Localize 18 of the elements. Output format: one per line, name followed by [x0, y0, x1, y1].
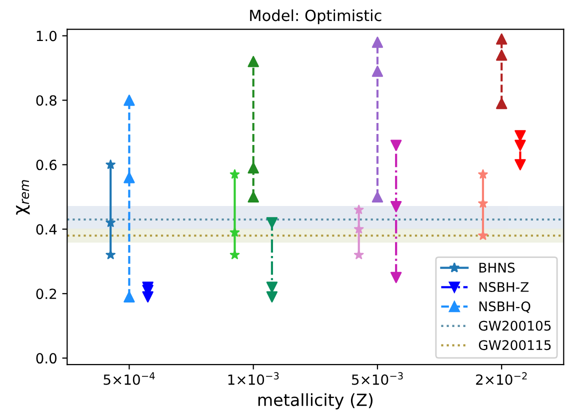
- y-axis-title: χ$_{rem}$: [16, 180, 30, 215]
- y-tick-label: 0.6: [36, 160, 57, 170]
- legend-label: NSBH-Z: [479, 282, 529, 292]
- x-tick-label: 1×10$^{−3}$: [228, 372, 279, 385]
- y-tick-label: 0.4: [36, 224, 57, 235]
- legend-label: BHNS: [479, 262, 515, 273]
- x-tick-label: 5×10$^{−4}$: [104, 372, 155, 385]
- x-tick-label: 5×10$^{−3}$: [352, 372, 403, 385]
- y-tick-label: 1.0: [36, 30, 57, 42]
- x-axis-title: metallicity (Z): [258, 393, 373, 410]
- y-tick-label: 0.2: [36, 288, 56, 300]
- chart-title: Model: Optimistic: [250, 9, 382, 24]
- y-tick-label: 0.8: [36, 95, 56, 106]
- legend-label: NSBH-Q: [479, 301, 530, 313]
- y-tick-label: 0.0: [36, 353, 57, 364]
- x-tick-label: 2×10$^{−2}$: [476, 372, 527, 385]
- legend-label: GW200105: [478, 320, 551, 331]
- legend-label: GW200115: [478, 340, 551, 350]
